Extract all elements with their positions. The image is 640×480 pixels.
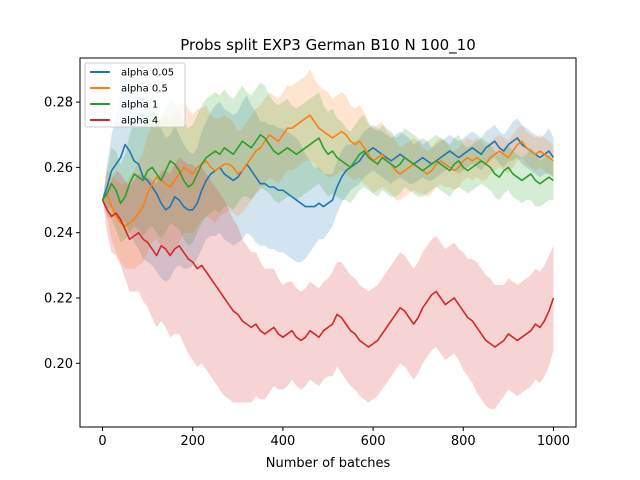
y-tick-label: 0.28: [44, 96, 73, 111]
chart-title: Probs split EXP3 German B10 N 100_10: [180, 36, 476, 55]
band-alpha-1: [102, 82, 554, 246]
line-alpha-0-5: [101, 114, 554, 227]
y-tick-label: 0.26: [44, 161, 73, 176]
x-axis-label: Number of batches: [266, 456, 391, 471]
legend: alpha 0.05 alpha 0.5 alpha 1 alpha 4: [84, 62, 186, 128]
series-lines: [101, 114, 555, 348]
x-tick-label: 1000: [537, 434, 570, 449]
y-tick-label: 0.24: [44, 226, 73, 241]
x-axis-ticks: 0 200 400 600 800 1000: [98, 427, 570, 449]
y-tick-label: 0.20: [44, 357, 73, 372]
legend-label-alpha-0-05: alpha 0.05: [121, 68, 174, 79]
legend-label-alpha-0-5: alpha 0.5: [121, 84, 168, 95]
x-tick-label: 200: [180, 434, 205, 449]
line-alpha-1: [101, 133, 554, 205]
y-axis-ticks: 0.20 0.22 0.24 0.26 0.28: [44, 96, 80, 372]
x-tick-label: 800: [451, 434, 476, 449]
legend-box: [84, 62, 186, 128]
legend-label-alpha-1: alpha 1: [121, 100, 158, 111]
plot-frame: [79, 57, 577, 428]
band-alpha-4: [102, 157, 554, 410]
x-tick-label: 400: [270, 434, 295, 449]
x-tick-label: 600: [361, 434, 386, 449]
band-alpha-0-5: [102, 69, 554, 269]
band-alpha-0-05: [102, 66, 554, 282]
y-tick-label: 0.22: [44, 292, 73, 307]
line-alpha-0-05: [101, 137, 555, 211]
line-alpha-4: [101, 199, 555, 348]
x-tick-label: 0: [98, 434, 106, 449]
confidence-bands: [102, 66, 554, 410]
legend-label-alpha-4: alpha 4: [121, 116, 158, 127]
